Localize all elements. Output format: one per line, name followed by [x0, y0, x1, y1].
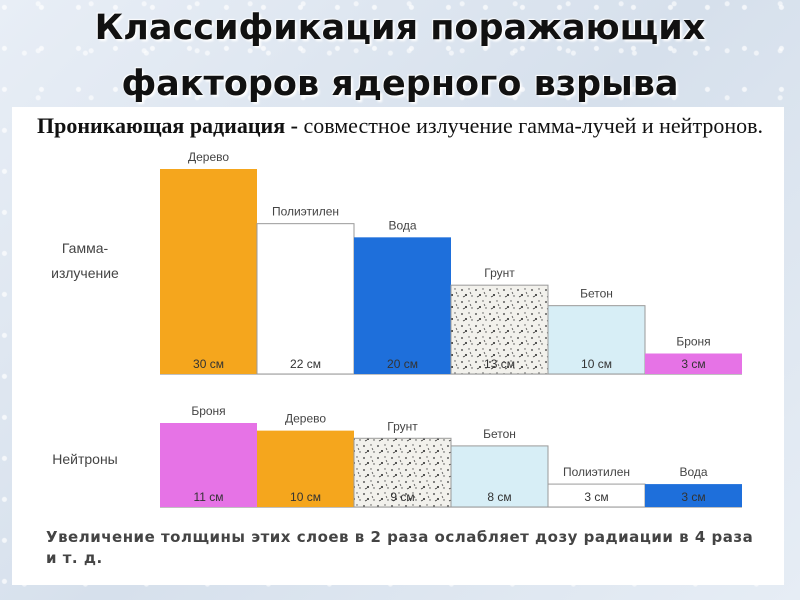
value-label: 10 см: [581, 357, 612, 371]
title-line-1: Классификация поражающих: [94, 8, 706, 48]
bar-1-3: [450, 445, 549, 508]
value-label: 13 см: [484, 357, 515, 371]
bar-0-0: [160, 169, 257, 374]
category-label: Броня: [676, 335, 710, 349]
value-label: 11 см: [193, 490, 223, 504]
slide-title: Классификация поражающих факторов ядерно…: [0, 0, 800, 112]
bar-1-5: [645, 484, 742, 507]
subtitle: Проникающая радиация - совместное излуче…: [12, 110, 788, 142]
category-label: Бетон: [483, 427, 516, 441]
group-label-0-0: Гамма-: [62, 240, 109, 256]
bar-0-2: [354, 237, 451, 374]
category-label: Бетон: [580, 287, 613, 301]
value-label: 3 см: [584, 490, 608, 504]
group-label-1-0: Нейтроны: [52, 451, 118, 467]
category-label: Вода: [388, 218, 416, 232]
category-label: Броня: [191, 404, 225, 418]
value-label: 10 см: [290, 490, 321, 504]
value-label: 22 см: [290, 357, 321, 371]
category-label: Грунт: [484, 266, 515, 280]
bar-1-2: [353, 437, 452, 508]
bar-0-3: [450, 284, 549, 375]
value-label: 3 см: [681, 490, 705, 504]
bar-0-1: [256, 223, 355, 375]
category-label: Полиэтилен: [272, 205, 339, 219]
category-label: Вода: [679, 465, 707, 479]
value-label: 3 см: [681, 357, 705, 371]
category-label: Полиэтилен: [563, 465, 630, 479]
value-label: 9 см: [390, 490, 414, 504]
shielding-chart: Гамма-излучение Нейтроны Дерево 30 см Полиэ…: [51, 150, 742, 508]
bar-1-0: [160, 423, 257, 507]
bar-0-5: [645, 353, 742, 374]
value-label: 20 см: [387, 357, 418, 371]
footnote: Увеличение толщины этих слоев в 2 раза о…: [46, 528, 754, 567]
gamma-bars: Дерево 30 см Полиэтилен 22 см Вода 20 см Грунт…: [160, 150, 742, 375]
group-label-0-1: излучение: [51, 265, 119, 281]
category-label: Дерево: [188, 150, 229, 164]
value-label: 30 см: [193, 357, 224, 371]
bar-1-1: [257, 430, 354, 507]
bar-0-4: [547, 305, 646, 375]
subtitle-text: совместное излучение гамма-лучей и нейтр…: [297, 113, 763, 138]
subtitle-term: Проникающая радиация -: [36, 113, 298, 138]
category-label: Грунт: [387, 419, 418, 433]
category-label: Дерево: [285, 412, 326, 426]
title-line-2: факторов ядерного взрыва: [121, 64, 679, 104]
value-label: 8 см: [487, 490, 511, 504]
neutron-bars: Броня 11 см Дерево 10 см Грунт 9 см Бетон 8 см П…: [160, 404, 742, 508]
